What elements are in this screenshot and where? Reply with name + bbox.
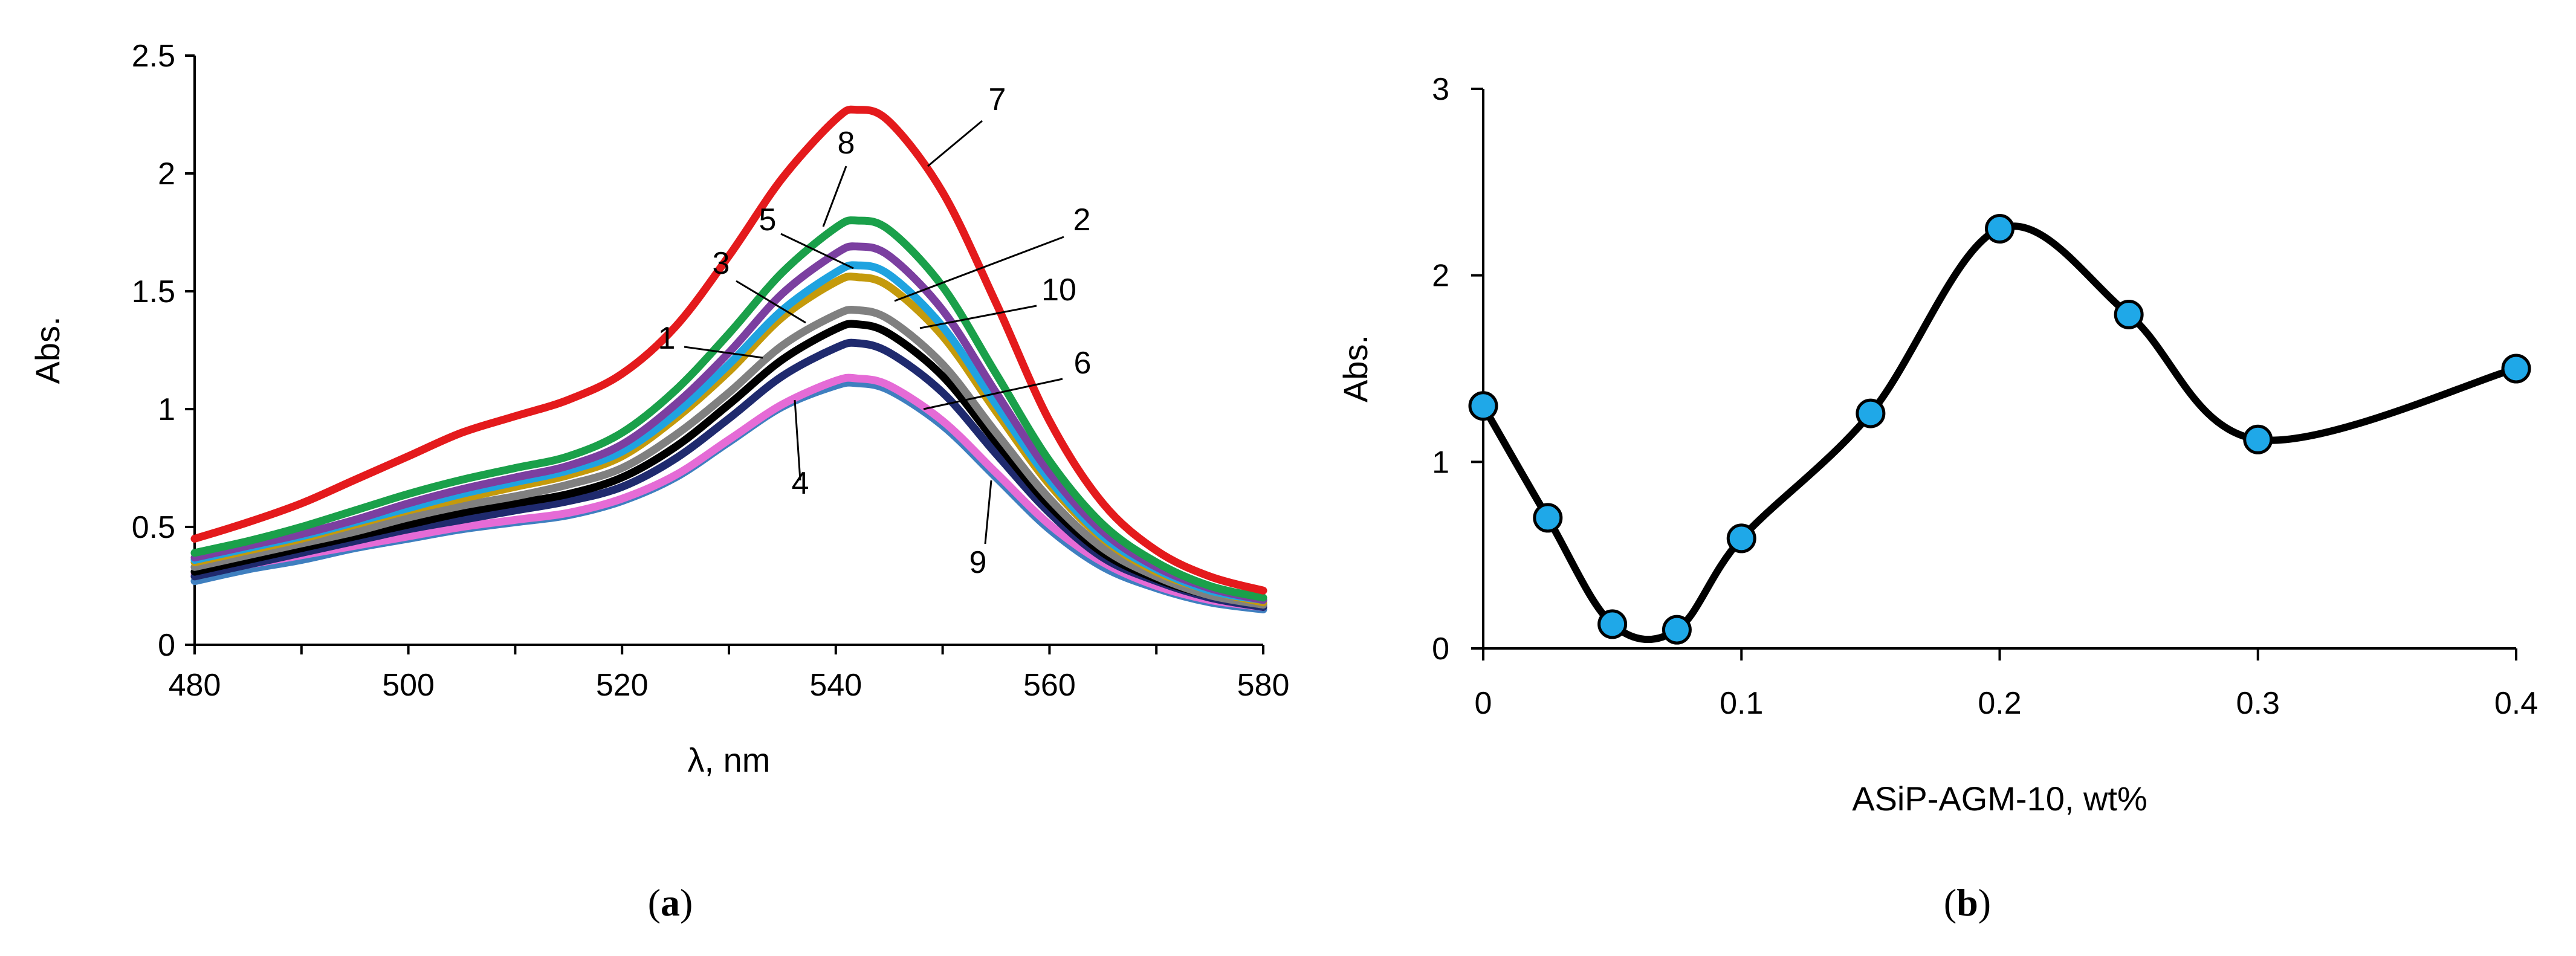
panel-a-y-tick-label: 1 [158, 392, 175, 427]
panel-b-data-point [2243, 424, 2273, 454]
panel-a-callout-leader-3 [736, 280, 806, 324]
panel-a-curve-label-2: 2 [1073, 202, 1091, 237]
panel-a-x-tick-label: 480 [169, 668, 221, 703]
panel-b-x-tick-label: 0.4 [2494, 686, 2538, 721]
panel-b-x-axis-title: ASiP-AGM-10, wt% [1852, 780, 2147, 818]
panel-a-series-line-3 [190, 306, 1267, 609]
panel-a-caption-letter: a [661, 881, 680, 924]
panel-b-data-point [1662, 615, 1692, 645]
panel-b-data-point [1726, 523, 1756, 554]
panel-a-series-line-1 [190, 320, 1267, 609]
panel-a-curve-label-1: 1 [658, 321, 676, 356]
panel-b-y-tick-label: 1 [1432, 445, 1449, 480]
panel-a-callout-leader-2 [894, 236, 1064, 302]
panel-a-y-axis-title: Abs. [28, 316, 66, 384]
panel-b-y-tick-label: 0 [1432, 631, 1449, 667]
panel-a-series-line-8 [190, 216, 1267, 602]
panel-a-x-axis-title: λ, nm [688, 741, 771, 779]
panel-a-series-line-5 [190, 242, 1267, 604]
panel-b-data-point [2501, 354, 2531, 384]
panel-a-x-tick-label: 520 [596, 668, 649, 703]
panel-a-y-tick-label: 2.5 [132, 39, 175, 74]
panel-b-data-point [1533, 503, 1563, 533]
panel-a-series-line-7 [190, 105, 1267, 595]
panel-b-x-tick-label: 0 [1475, 686, 1492, 721]
panel-b-y-tick-label: 2 [1432, 259, 1449, 294]
panel-a-curve-label-3: 3 [713, 246, 730, 281]
panel-a-curve-label-9: 9 [969, 545, 987, 580]
panel-a-callout-leader-10 [919, 305, 1037, 329]
panel-a-y-tick-label: 0 [158, 628, 175, 663]
panel-a-chart: 0 0.5 1 1.5 2 2.5 480 500 520 540 560 580 λ, nm Abs. 7… [28, 39, 1289, 779]
panel-b-y-axis-title: Abs. [1336, 335, 1374, 402]
panel-a-curve-label-10: 10 [1041, 273, 1076, 308]
panel-a-y-tick-label: 0.5 [132, 510, 175, 545]
panel-a-callout-leader-4 [794, 399, 801, 481]
panel-a-callout-leader-7 [927, 120, 983, 167]
panel-b-x-tick-label: 0.1 [1720, 686, 1763, 721]
panel-a-x-tick-label: 580 [1237, 668, 1290, 703]
panel-b-y-tick-label: 3 [1432, 72, 1449, 107]
panel-a-y-tick-label: 2 [158, 157, 175, 192]
panel-b-caption-letter: b [1956, 881, 1978, 924]
panel-a-callout-leader-8 [822, 166, 847, 227]
panel-b-fit-line [1480, 222, 2520, 644]
panel-b-data-point [2114, 299, 2144, 329]
panel-b-caption: (b) [1944, 881, 1991, 924]
panel-a-series-line-4 [190, 373, 1267, 612]
panel-a-series-line-6 [190, 338, 1267, 612]
panel-a-curve-label-7: 7 [989, 82, 1006, 117]
panel-a-callout-leader-9 [984, 480, 992, 544]
panel-a-curve-label-5: 5 [759, 202, 777, 237]
panel-b-data-point [1985, 214, 2015, 244]
panel-a-y-tick-label: 1.5 [132, 274, 175, 309]
panel-a-curve-label-4: 4 [792, 466, 809, 501]
panel-a-x-tick-label: 500 [382, 668, 435, 703]
panel-a-callout-leader-1 [684, 346, 763, 359]
panel-a-curve-label-6: 6 [1074, 346, 1092, 381]
panel-b-data-point [1468, 391, 1498, 421]
panel-b-data-point [1597, 609, 1628, 639]
panel-a-callout-leader-5 [780, 233, 854, 270]
panel-a-x-tick-label: 560 [1023, 668, 1076, 703]
panel-a-callout-leader-6 [923, 378, 1063, 410]
panel-a-caption: (a) [648, 881, 693, 924]
panel-b-x-tick-label: 0.3 [2236, 686, 2280, 721]
panel-b-chart: 0 1 2 3 0 0.1 0.2 0.3 0.4 ASiP-AGM-10, wt% Abs. [1336, 72, 2538, 818]
panel-a-curve-label-8: 8 [838, 126, 855, 161]
panel-b-x-tick-label: 0.2 [1978, 686, 2021, 721]
panel-b-data-point [1856, 398, 1886, 428]
panel-a-x-tick-label: 540 [809, 668, 862, 703]
